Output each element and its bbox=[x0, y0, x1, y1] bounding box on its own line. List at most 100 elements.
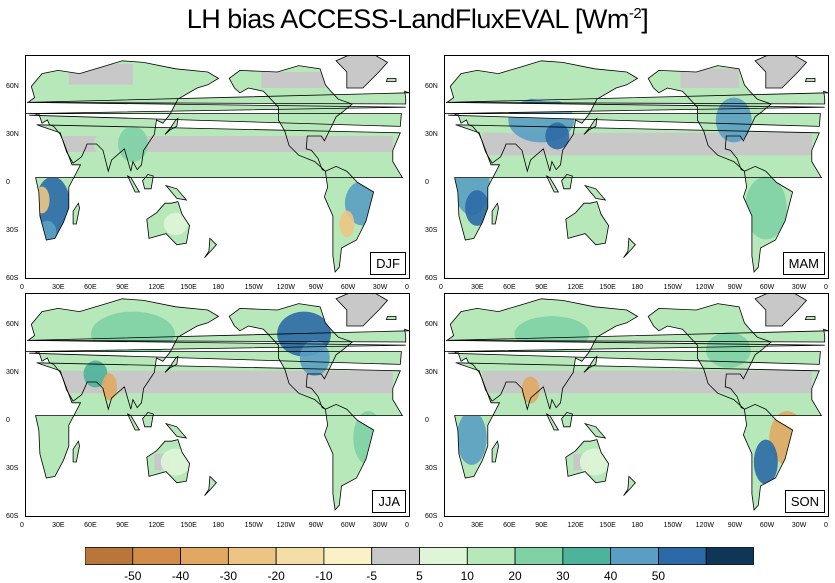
lon-tick-label: 90W bbox=[308, 522, 324, 529]
land-base bbox=[26, 56, 409, 272]
lon-tick-label: 90E bbox=[535, 522, 548, 529]
land-base bbox=[445, 294, 828, 510]
bias-patch bbox=[521, 376, 540, 404]
lon-tick-label: 150E bbox=[599, 284, 616, 291]
coastline bbox=[742, 403, 794, 511]
coastline bbox=[146, 439, 191, 484]
lon-tick-label: 150W bbox=[663, 522, 682, 529]
coastline bbox=[583, 355, 598, 373]
coastline bbox=[545, 175, 560, 193]
lon-tick-label: 0 bbox=[405, 284, 409, 291]
coastline bbox=[26, 60, 406, 173]
lat-tick-label: 30S bbox=[425, 465, 438, 472]
title-superscript: -2 bbox=[628, 5, 642, 22]
no-data-area bbox=[261, 72, 326, 88]
map-plot bbox=[26, 294, 409, 511]
lon-tick-label: 0 bbox=[20, 522, 24, 529]
lat-tick-label: 30S bbox=[6, 465, 19, 472]
coastline bbox=[561, 411, 573, 428]
coastline bbox=[804, 315, 816, 321]
coastline bbox=[35, 362, 404, 479]
coastline bbox=[446, 328, 828, 343]
coastline bbox=[26, 298, 406, 411]
colorbar-segment bbox=[275, 547, 325, 565]
coastline bbox=[142, 173, 154, 190]
coastline bbox=[204, 475, 217, 496]
lon-tick-label: 120E bbox=[148, 522, 165, 529]
bias-patch bbox=[579, 210, 610, 238]
lat-tick-label: 60S bbox=[425, 513, 438, 520]
colorbar-tick-label: 40 bbox=[603, 569, 618, 583]
bias-patch bbox=[264, 94, 301, 130]
map-panel-djf: DJF 60N 30N 0 30S 60S 0 30E 60E 90E 120E 150E 180 15… bbox=[6, 55, 410, 291]
colorbar-segment bbox=[85, 547, 134, 565]
coastline bbox=[445, 298, 825, 411]
colorbar-tick-label: -30 bbox=[219, 569, 238, 583]
lat-tick-label: 0 bbox=[6, 417, 10, 424]
coastline bbox=[561, 173, 573, 190]
bias-patch bbox=[465, 190, 490, 226]
lon-tick-label: 60E bbox=[84, 522, 97, 529]
coastline bbox=[454, 362, 823, 479]
map-panel-jja: JJA 60N 30N 0 30S 60S 0 30E 60E 90E 120E 150E 180 15… bbox=[6, 293, 410, 529]
colorbar-segment bbox=[562, 547, 612, 565]
lon-tick-label: 120W bbox=[695, 284, 714, 291]
bias-patch bbox=[753, 439, 778, 485]
lon-tick-label: 150E bbox=[180, 522, 197, 529]
lat-tick-label: 30N bbox=[6, 369, 19, 376]
bias-patch bbox=[101, 373, 117, 401]
bias-patch bbox=[579, 448, 610, 476]
lon-tick-label: 0 bbox=[439, 522, 443, 529]
lon-tick-label: 150W bbox=[663, 284, 682, 291]
lon-tick-label: 180 bbox=[631, 522, 644, 529]
bias-patch bbox=[339, 210, 355, 238]
land-base bbox=[445, 56, 828, 272]
bias-patch bbox=[34, 186, 50, 214]
bias-patch bbox=[514, 316, 590, 352]
lat-tick-label: 30S bbox=[425, 227, 438, 234]
coastline bbox=[583, 422, 607, 439]
lon-tick-label: 0 bbox=[824, 284, 828, 291]
lon-tick-label: 120W bbox=[695, 522, 714, 529]
lon-tick-label: 150E bbox=[599, 522, 616, 529]
lon-tick-label: 30E bbox=[471, 522, 484, 529]
colorbar-segment bbox=[466, 547, 516, 565]
lon-tick-label: 60E bbox=[503, 284, 516, 291]
coastline bbox=[335, 294, 389, 327]
lon-tick-label: 180 bbox=[631, 284, 644, 291]
lon-tick-label: 120E bbox=[567, 522, 584, 529]
lon-tick-label: 0 bbox=[405, 522, 409, 529]
coastline bbox=[491, 440, 499, 463]
bias-patch bbox=[705, 332, 751, 368]
coastline bbox=[35, 124, 404, 241]
lon-tick-label: 60W bbox=[759, 284, 775, 291]
bias-patch bbox=[37, 423, 68, 469]
lon-tick-label: 30W bbox=[372, 284, 388, 291]
colorbar-segment bbox=[610, 547, 659, 565]
greenland-no-data bbox=[336, 56, 388, 88]
bias-patch bbox=[160, 448, 191, 476]
lat-tick-label: 60S bbox=[6, 513, 19, 520]
lon-tick-label: 150W bbox=[244, 284, 263, 291]
lon-tick-label: 30E bbox=[471, 284, 484, 291]
coastline bbox=[335, 56, 389, 89]
greenland-no-data bbox=[755, 56, 807, 88]
coastline bbox=[142, 411, 154, 428]
no-data-area bbox=[482, 370, 812, 394]
colorbar-tick-label: 50 bbox=[651, 569, 666, 583]
coastline bbox=[204, 237, 217, 258]
colorbar-segment bbox=[514, 547, 564, 565]
bias-patch bbox=[545, 122, 570, 150]
colorbar-tick-label: -10 bbox=[315, 569, 333, 583]
coastline bbox=[126, 175, 141, 193]
lat-tick-label: 30N bbox=[6, 131, 19, 138]
colorbar-tick-label: -50 bbox=[124, 569, 142, 583]
coastline bbox=[164, 422, 188, 439]
lon-tick-label: 0 bbox=[824, 522, 828, 529]
land-base bbox=[26, 294, 409, 510]
bias-patch bbox=[744, 176, 787, 240]
greenland-no-data bbox=[336, 294, 388, 326]
lon-tick-label: 0 bbox=[20, 284, 24, 291]
lat-tick-label: 60N bbox=[425, 83, 438, 90]
coastline bbox=[647, 65, 773, 172]
